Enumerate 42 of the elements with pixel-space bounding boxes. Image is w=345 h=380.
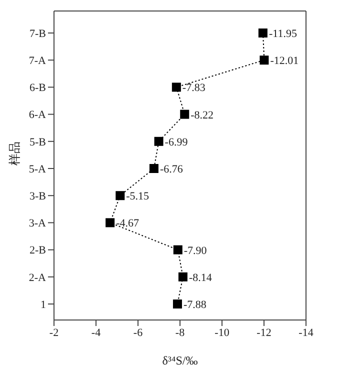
x-tick-label: -10	[214, 326, 230, 339]
point	[106, 218, 115, 228]
y-tick-label: 5-B	[30, 136, 46, 148]
point	[154, 136, 164, 146]
data-label: -7.83	[182, 82, 206, 94]
y-tick-label: 2-A	[28, 272, 46, 284]
y-tick-label: 6-A	[28, 109, 46, 122]
point	[116, 191, 125, 200]
x-tick-label: -6	[133, 326, 144, 339]
data-label: -6.76	[160, 164, 184, 176]
x-tick-label: -12	[256, 326, 272, 339]
x-tick-label: -14	[298, 326, 314, 339]
point	[258, 28, 268, 38]
y-tick-label: 3-B	[30, 190, 46, 203]
point	[173, 245, 182, 254]
y-tick-label: 1	[40, 298, 46, 311]
data-label: -8.22	[190, 109, 214, 122]
point	[172, 300, 182, 308]
x-tick-label: -4	[91, 326, 102, 339]
data-label: -4.67	[116, 218, 140, 230]
data-label: -5.15	[126, 190, 150, 203]
x-axis-title: δ³⁴S/‰	[162, 354, 198, 368]
y-tick-label: 2-B	[30, 244, 46, 257]
y-tick-label: 3-A	[28, 218, 46, 230]
x-tick-label: -2	[49, 326, 59, 339]
y-tick-label: 7-B	[30, 28, 46, 40]
point	[180, 110, 190, 119]
data-label: -7.88	[183, 299, 207, 311]
point	[178, 272, 188, 282]
y-axis-title: 样品	[7, 142, 22, 166]
data-label: -12.01	[270, 55, 299, 68]
y-tick-label: 7-A	[28, 55, 46, 68]
y-tick-label: 6-B	[30, 82, 46, 94]
point	[172, 82, 181, 92]
data-label: -7.90	[184, 244, 208, 257]
point	[260, 56, 269, 65]
data-label: -8.14	[188, 272, 212, 284]
x-tick-label: -8	[175, 326, 186, 339]
y-tick-label: 5-A	[28, 163, 46, 176]
data-label: -11.95	[268, 28, 298, 40]
point	[149, 164, 158, 173]
data-label: -6.99	[164, 136, 188, 148]
